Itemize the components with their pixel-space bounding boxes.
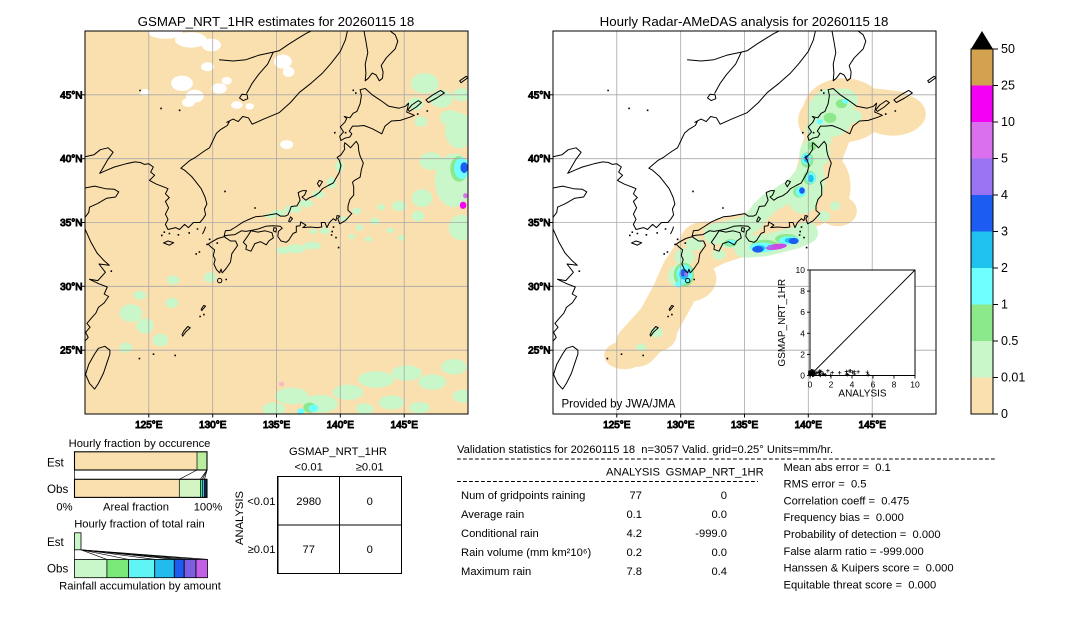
svg-text:Correlation coeff = 0.475: Correlation coeff = 0.475 (784, 495, 910, 507)
svg-text:10: 10 (1001, 115, 1015, 129)
svg-text:Frequency bias = 0.000: Frequency bias = 0.000 (784, 512, 904, 524)
svg-text:35°N: 35°N (528, 218, 550, 229)
svg-text:8: 8 (892, 380, 897, 390)
svg-text:30°N: 30°N (528, 282, 550, 293)
svg-text:Obs: Obs (47, 483, 68, 496)
svg-text:25°N: 25°N (528, 346, 550, 357)
svg-text:4.2: 4.2 (626, 528, 642, 540)
svg-text:Est: Est (47, 456, 65, 469)
svg-text:6: 6 (871, 380, 876, 390)
svg-text:Provided by JWA/JMA: Provided by JWA/JMA (562, 399, 676, 411)
svg-text:ANALYSIS: ANALYSIS (234, 491, 246, 545)
svg-text:4: 4 (1001, 188, 1008, 202)
svg-text:77: 77 (630, 490, 642, 502)
svg-text:Est: Est (47, 536, 65, 549)
svg-text:2: 2 (1001, 261, 1008, 275)
svg-text:35°N: 35°N (60, 218, 82, 229)
svg-text:Rainfall accumulation by amoun: Rainfall accumulation by amount (59, 581, 222, 593)
svg-text:4: 4 (850, 380, 855, 390)
svg-text:≥0.01: ≥0.01 (248, 544, 276, 556)
svg-text:≥0.01: ≥0.01 (356, 462, 384, 474)
svg-text:8: 8 (800, 286, 805, 296)
svg-text:GSMAP_NRT_1HR: GSMAP_NRT_1HR (289, 446, 387, 458)
svg-text:<0.01: <0.01 (247, 496, 275, 508)
svg-text:0: 0 (721, 490, 727, 502)
svg-text:0: 0 (367, 496, 373, 508)
svg-text:145°E: 145°E (859, 420, 887, 431)
svg-text:25: 25 (1001, 79, 1015, 93)
svg-text:Mean abs error = 0.1: Mean abs error = 0.1 (784, 462, 891, 474)
svg-text:40°N: 40°N (528, 154, 550, 165)
svg-text:0.1: 0.1 (626, 509, 642, 521)
svg-text:GSMAP_NRT_1HR: GSMAP_NRT_1HR (666, 467, 764, 479)
svg-text:Areal fraction: Areal fraction (103, 502, 169, 514)
svg-text:135°E: 135°E (263, 420, 291, 431)
svg-text:Maximum rain: Maximum rain (461, 566, 531, 578)
svg-text:0: 0 (1001, 407, 1008, 421)
svg-text:Probability of detection = 0.: Probability of detection = 0.000 (784, 529, 941, 541)
svg-text:130°E: 130°E (667, 420, 695, 431)
svg-text:Equitable threat score = 0.00: Equitable threat score = 0.000 (784, 579, 937, 591)
svg-text:0.2: 0.2 (626, 547, 642, 559)
svg-text:Hourly Radar-AMeDAS analysis f: Hourly Radar-AMeDAS analysis for 2026011… (600, 14, 889, 29)
svg-text:140°E: 140°E (795, 420, 823, 431)
svg-text:<0.01: <0.01 (295, 462, 323, 474)
svg-text:0: 0 (800, 371, 805, 381)
svg-text:40°N: 40°N (60, 154, 82, 165)
svg-text:0%: 0% (56, 502, 72, 514)
svg-text:5: 5 (1001, 152, 1008, 166)
svg-text:Hourly fraction by occurence: Hourly fraction by occurence (69, 438, 211, 450)
svg-text:0: 0 (808, 380, 813, 390)
svg-text:135°E: 135°E (731, 420, 759, 431)
svg-text:130°E: 130°E (199, 420, 227, 431)
svg-text:0.5: 0.5 (1001, 334, 1018, 348)
svg-text:Hanssen & Kuipers score = 0.0: Hanssen & Kuipers score = 0.000 (784, 563, 954, 575)
svg-text:45°N: 45°N (60, 90, 82, 101)
svg-text:0: 0 (367, 544, 373, 556)
svg-text:7.8: 7.8 (626, 566, 642, 578)
svg-text:10: 10 (796, 265, 806, 275)
svg-text:Validation statistics for 2026: Validation statistics for 20260115 18 n=… (457, 444, 833, 456)
svg-text:4: 4 (800, 328, 805, 338)
svg-text:30°N: 30°N (60, 282, 82, 293)
svg-text:145°E: 145°E (391, 420, 419, 431)
svg-text:Average rain: Average rain (461, 509, 524, 521)
svg-text:25°N: 25°N (60, 346, 82, 357)
svg-text:-999.0: -999.0 (695, 528, 727, 540)
svg-text:RMS error = 0.5: RMS error = 0.5 (784, 479, 867, 491)
svg-text:125°E: 125°E (603, 420, 631, 431)
svg-text:45°N: 45°N (528, 90, 550, 101)
svg-text:1: 1 (1001, 298, 1008, 312)
svg-text:ANALYSIS: ANALYSIS (606, 467, 660, 479)
svg-text:0.0: 0.0 (711, 509, 727, 521)
svg-text:0.4: 0.4 (711, 566, 727, 578)
svg-text:2: 2 (800, 349, 805, 359)
svg-text:Rain volume (mm km²10⁶): Rain volume (mm km²10⁶) (461, 547, 591, 559)
svg-text:Num of gridpoints raining: Num of gridpoints raining (461, 490, 585, 502)
svg-text:6: 6 (800, 307, 805, 317)
svg-text:GSMAP_NRT_1HR: GSMAP_NRT_1HR (777, 279, 788, 367)
svg-text:Conditional rain: Conditional rain (461, 528, 539, 540)
svg-text:50: 50 (1001, 42, 1015, 56)
svg-text:False alarm ratio = -999.000: False alarm ratio = -999.000 (784, 546, 924, 558)
svg-text:0.0: 0.0 (711, 547, 727, 559)
svg-text:100%: 100% (194, 502, 223, 514)
svg-text:GSMAP_NRT_1HR estimates for 20: GSMAP_NRT_1HR estimates for 20260115 18 (138, 14, 415, 29)
svg-text:2980: 2980 (296, 496, 321, 508)
svg-text:3: 3 (1001, 225, 1008, 239)
svg-text:140°E: 140°E (327, 420, 355, 431)
svg-text:Obs: Obs (47, 563, 68, 576)
svg-text:2: 2 (829, 380, 834, 390)
svg-text:10: 10 (910, 380, 920, 390)
svg-text:0.01: 0.01 (1001, 371, 1025, 385)
svg-text:Hourly fraction of total rain: Hourly fraction of total rain (74, 519, 205, 531)
svg-text:77: 77 (302, 544, 314, 556)
svg-text:ANALYSIS: ANALYSIS (838, 388, 886, 399)
svg-text:125°E: 125°E (135, 420, 163, 431)
